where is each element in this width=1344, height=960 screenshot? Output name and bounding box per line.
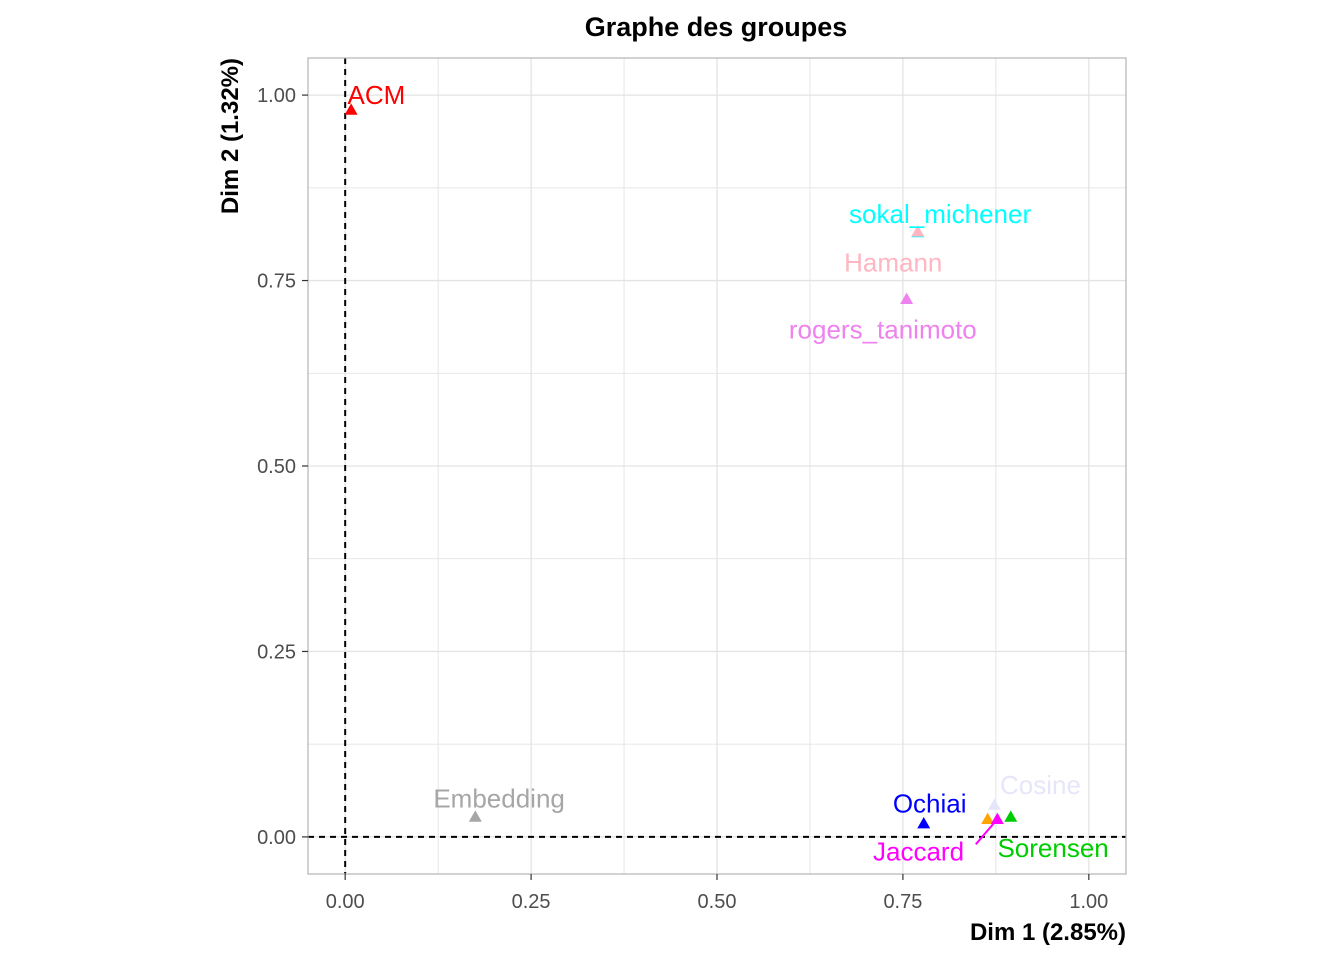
data-point-label: ACM <box>348 80 406 110</box>
reference-lines <box>308 58 1126 874</box>
x-tick-label: 0.00 <box>326 891 365 913</box>
points <box>344 103 1018 829</box>
data-point-label: Embedding <box>433 783 565 813</box>
data-point-label: Cosine <box>1000 770 1081 800</box>
y-tick-label: 0.25 <box>257 641 296 663</box>
grid <box>308 58 1126 874</box>
data-point-label: Jaccard <box>873 837 964 867</box>
data-point-marker <box>468 810 482 822</box>
y-axis-title: Dim 2 (1.32%) <box>217 58 244 214</box>
x-tick-label: 0.75 <box>883 891 922 913</box>
data-point-marker <box>987 798 1001 810</box>
data-point-label: sokal_michener <box>849 199 1031 229</box>
point-labels: ACM sokal_michener Hamann rogers_tanimoto Em… <box>348 80 1109 867</box>
data-point-marker <box>1004 810 1018 822</box>
y-tick-label: 0.50 <box>257 456 296 478</box>
ticks: 0.00 0.25 0.50 0.75 1.00 0.00 0.25 0.50 0.75 1.00 <box>257 85 1108 913</box>
data-point-marker <box>981 812 995 824</box>
data-point-marker <box>900 292 914 304</box>
data-point-label: Sorensen <box>997 833 1108 863</box>
data-point-marker <box>911 225 925 237</box>
y-tick-label: 0.75 <box>257 271 296 293</box>
chart-title: Graphe des groupes <box>585 12 848 42</box>
x-tick-label: 1.00 <box>1069 891 1108 913</box>
data-point-label: Ochiai <box>893 789 967 819</box>
data-point-label: Hamann <box>844 248 942 278</box>
label-leader-line <box>975 818 999 845</box>
x-tick-label: 0.50 <box>698 891 737 913</box>
y-tick-label: 1.00 <box>257 85 296 107</box>
x-tick-label: 0.25 <box>512 891 551 913</box>
y-tick-label: 0.00 <box>257 827 296 849</box>
data-point-label: rogers_tanimoto <box>789 315 977 345</box>
data-point-marker <box>917 817 931 829</box>
data-point-marker <box>990 812 1004 824</box>
data-point-marker <box>344 103 358 115</box>
x-axis-title: Dim 1 (2.85%) <box>970 919 1126 946</box>
